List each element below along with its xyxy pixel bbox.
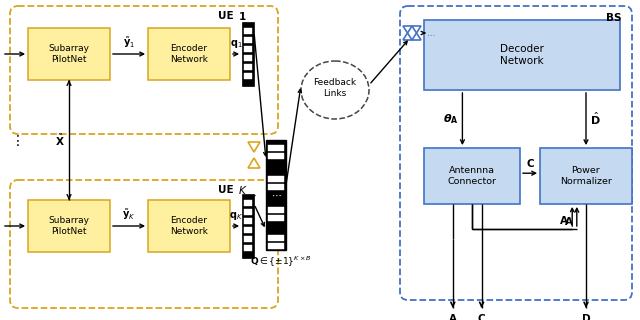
Text: Antennna
Connector: Antennna Connector	[447, 166, 497, 186]
Bar	[148, 28, 230, 80]
Text: UE: UE	[218, 11, 237, 21]
Text: Encoder
Network: Encoder Network	[170, 44, 208, 64]
Bar	[244, 28, 252, 34]
Bar	[424, 148, 520, 204]
Text: Subarray
PilotNet: Subarray PilotNet	[49, 44, 90, 64]
Text: $\mathbf{C}$: $\mathbf{C}$	[525, 157, 534, 169]
Text: $\mathbf{A}$: $\mathbf{A}$	[559, 214, 569, 226]
Bar	[244, 46, 252, 52]
Text: $\vdots$: $\vdots$	[10, 132, 20, 148]
Text: $\mathit{K}$: $\mathit{K}$	[238, 184, 248, 196]
Text: $\mathbf{q}_1$: $\mathbf{q}_1$	[230, 38, 243, 50]
Bar	[540, 148, 632, 204]
Text: $\mathbf{1}$: $\mathbf{1}$	[238, 10, 246, 22]
Text: $\boldsymbol{\theta}_\mathbf{A}$: $\boldsymbol{\theta}_\mathbf{A}$	[443, 112, 458, 126]
Text: $\mathbf{h}_K$: $\mathbf{h}_K$	[0, 219, 1, 233]
Bar	[268, 176, 284, 182]
Text: Decoder
Network: Decoder Network	[500, 44, 544, 66]
Text: $\cdots$: $\cdots$	[246, 190, 256, 200]
Text: $\cdots$: $\cdots$	[426, 28, 435, 37]
Bar	[244, 55, 252, 61]
Text: $\mathbf{Q}\in\{\pm 1\}^{K\times B}$: $\mathbf{Q}\in\{\pm 1\}^{K\times B}$	[250, 255, 312, 269]
Bar	[266, 140, 286, 250]
Text: Subarray
PilotNet: Subarray PilotNet	[49, 216, 90, 236]
Bar	[244, 209, 252, 215]
Text: $\mathbf{h}_1$: $\mathbf{h}_1$	[0, 47, 1, 61]
Text: Encoder
Network: Encoder Network	[170, 216, 208, 236]
Bar	[268, 235, 284, 241]
Text: $\tilde{\mathbf{X}}$: $\tilde{\mathbf{X}}$	[55, 132, 65, 148]
Bar	[268, 184, 284, 190]
Text: $\tilde{\mathbf{y}}_1$: $\tilde{\mathbf{y}}_1$	[123, 35, 135, 50]
Ellipse shape	[301, 61, 369, 119]
Bar	[424, 20, 620, 90]
Bar	[242, 22, 254, 86]
Bar	[268, 243, 284, 249]
Text: $\mathbf{C}$: $\mathbf{C}$	[477, 312, 486, 320]
Text: $\cdots$: $\cdots$	[271, 190, 282, 200]
Bar	[244, 236, 252, 242]
Bar	[28, 28, 110, 80]
Text: $\mathbf{A}$: $\mathbf{A}$	[448, 312, 458, 320]
Text: $\hat{\mathbf{D}}$: $\hat{\mathbf{D}}$	[590, 111, 600, 127]
Bar	[244, 245, 252, 251]
Bar	[244, 227, 252, 233]
Bar	[268, 145, 284, 151]
Bar	[244, 200, 252, 206]
Bar	[268, 153, 284, 159]
Bar	[28, 200, 110, 252]
Text: BS: BS	[606, 13, 621, 23]
Bar	[244, 218, 252, 224]
Text: $\tilde{\mathbf{y}}_K$: $\tilde{\mathbf{y}}_K$	[122, 207, 136, 222]
Text: Feedback
Links: Feedback Links	[314, 78, 356, 98]
Text: $\mathbf{D}$: $\mathbf{D}$	[581, 312, 591, 320]
Bar	[268, 215, 284, 221]
Bar	[148, 200, 230, 252]
Bar	[244, 37, 252, 43]
Bar	[244, 64, 252, 70]
Text: $\mathbf{A}$: $\mathbf{A}$	[564, 215, 574, 227]
Text: UE: UE	[218, 185, 237, 195]
Bar	[242, 194, 254, 258]
Text: Power
Normalizer: Power Normalizer	[560, 166, 612, 186]
Text: $\mathbf{q}_K$: $\mathbf{q}_K$	[229, 210, 243, 222]
Bar	[244, 73, 252, 79]
Bar	[268, 207, 284, 213]
